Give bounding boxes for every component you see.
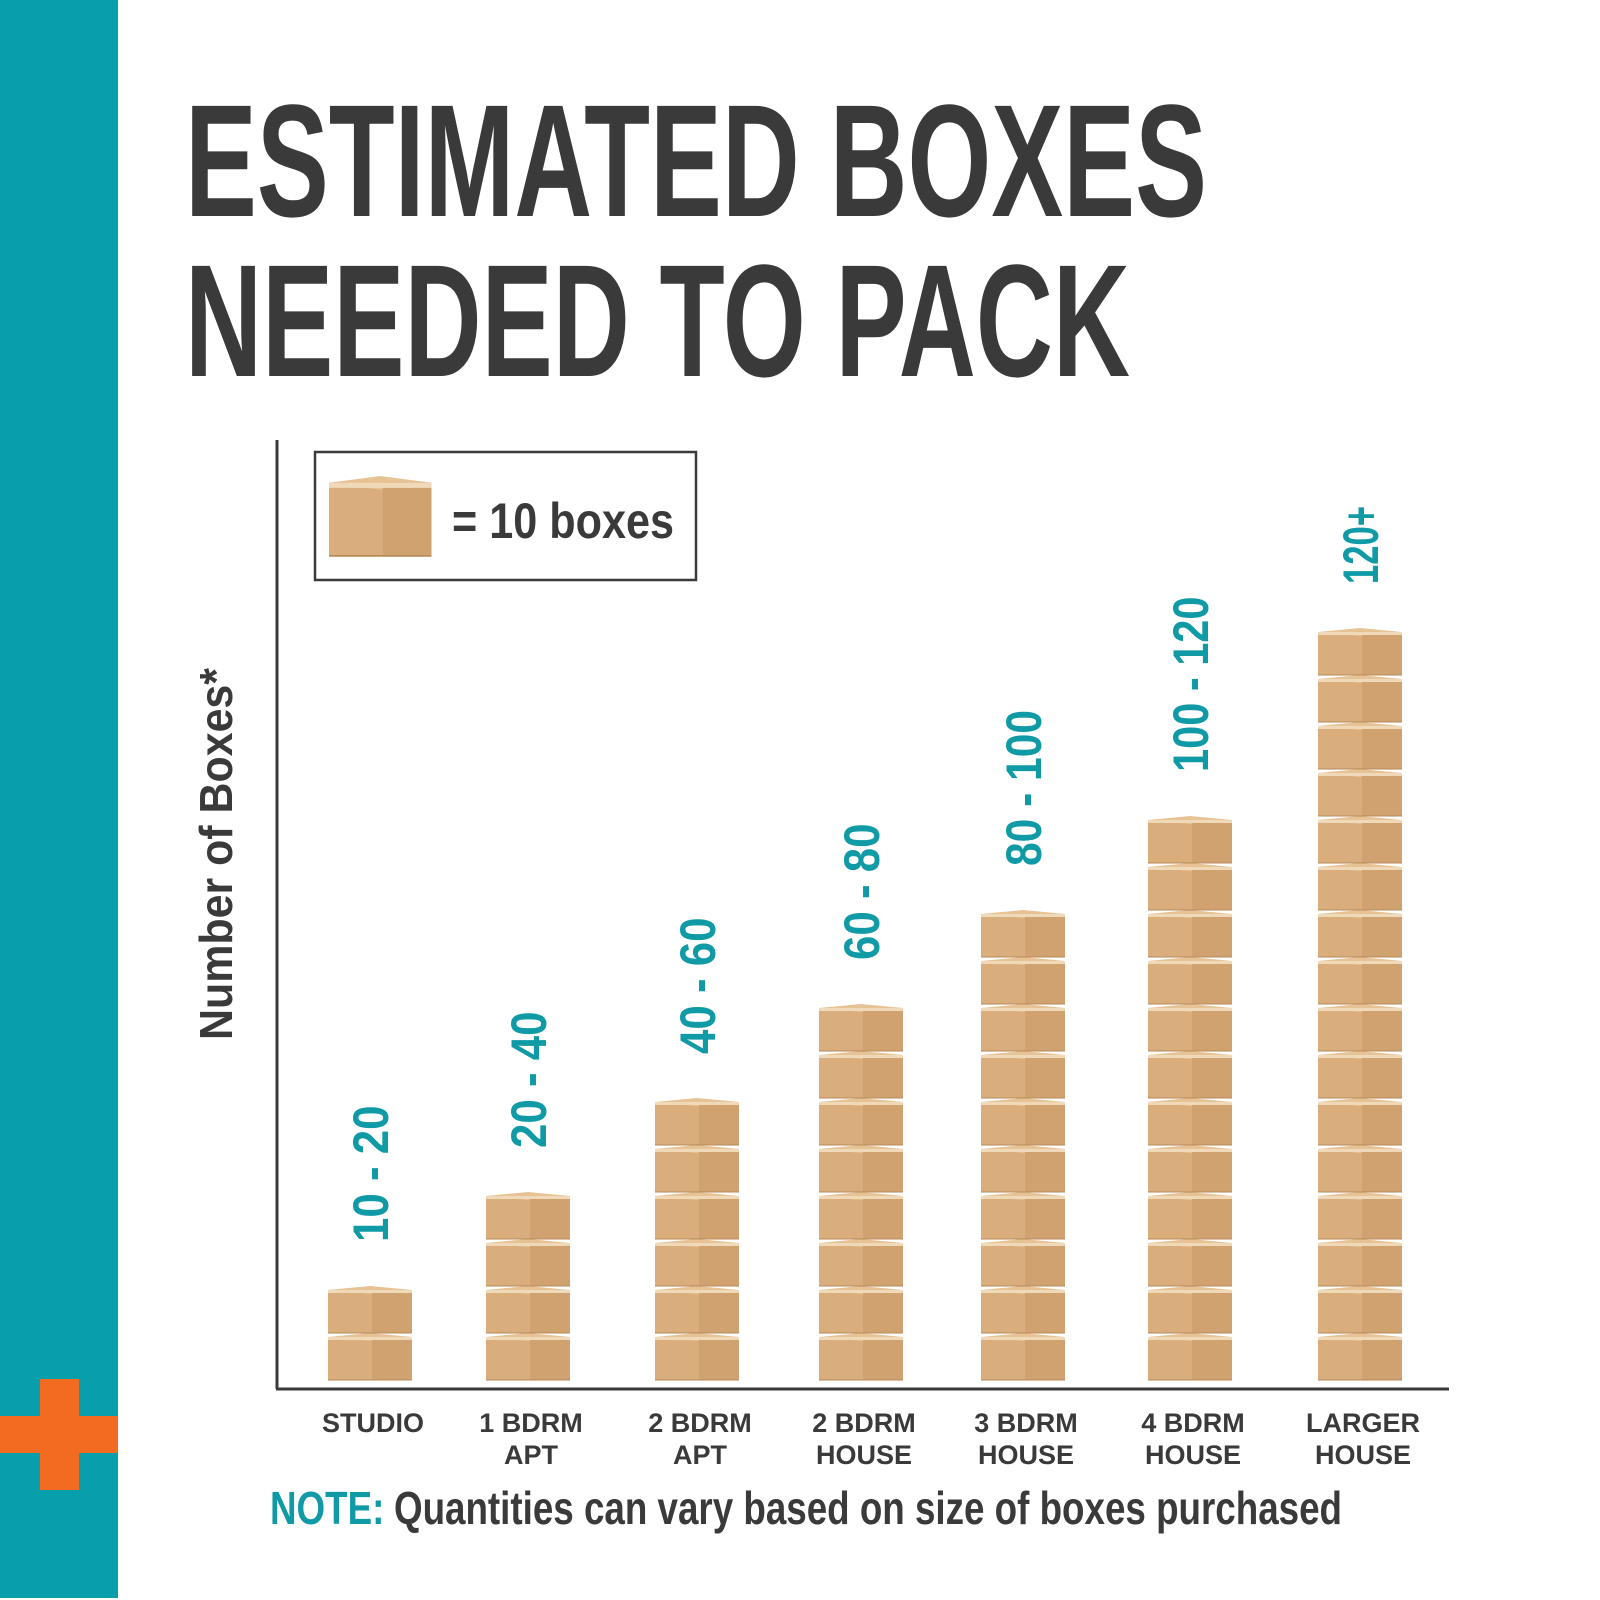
legend-frame [313,450,698,582]
range-label: 10 - 20 [343,1106,399,1243]
box-icon [654,1097,740,1146]
title-line-2: NEEDED TO PACK [185,231,1130,410]
category-label: STUDIO [322,1408,424,1438]
range-label: 120+ [1333,506,1389,584]
box-icon [654,1238,740,1287]
box-icon [1317,1238,1403,1287]
box-icon [485,1191,571,1240]
box-icon [980,1238,1066,1287]
category-label: LARGER [1306,1408,1420,1438]
box-icon [485,1332,571,1381]
box-icon [980,1050,1066,1099]
cardboard-box-icon [328,475,433,557]
category-label-line2: APT [673,1440,728,1470]
box-icon [1317,909,1403,958]
category-label: 1 BDRM [479,1408,583,1438]
box-icon [1147,1332,1233,1381]
box-icon [980,1097,1066,1146]
box-icon [1147,1003,1233,1052]
box-icon [1147,1097,1233,1146]
category-label: 3 BDRM [974,1408,1078,1438]
range-label: 40 - 60 [670,918,726,1055]
legend-text: = 10 boxes [452,493,674,549]
box-icon [1317,815,1403,864]
box-icon [818,1238,904,1287]
note-text: Quantities can vary based on size of box… [394,1482,1342,1534]
box-icon [818,1003,904,1052]
range-label: 80 - 100 [996,710,1052,866]
sidebar-stripe [0,0,118,1598]
range-label: 20 - 40 [501,1012,557,1149]
box-icon [818,1332,904,1381]
box-icon [1317,1097,1403,1146]
box-icon [980,909,1066,958]
box-icon [1317,627,1403,676]
category-label-line2: HOUSE [1315,1440,1411,1470]
box-icon [327,1332,413,1381]
bar-stack [1147,815,1233,1381]
box-icon [1147,815,1233,864]
note-prefix: NOTE: [270,1482,384,1534]
box-icon [1147,1050,1233,1099]
box-icon [1147,956,1233,1005]
box-icon [1317,1003,1403,1052]
box-icon [1317,1332,1403,1381]
box-icon [980,956,1066,1005]
bar-stack [654,1097,740,1381]
box-icon [1317,674,1403,723]
box-icon [1147,1144,1233,1193]
box-icon [818,1097,904,1146]
box-icon [1147,909,1233,958]
box-icon [1317,721,1403,770]
box-icon [980,1191,1066,1240]
category-label: 4 BDRM [1141,1408,1245,1438]
bar-stack [485,1191,571,1381]
box-icon [485,1285,571,1334]
box-icon [1317,1144,1403,1193]
box-icon [1147,1191,1233,1240]
box-icon [980,1003,1066,1052]
box-icon [485,1238,571,1287]
bar-stack [1317,627,1403,1381]
note: NOTE:Quantities can vary based on size o… [270,1482,1342,1534]
box-icon [654,1191,740,1240]
box-icon [980,1144,1066,1193]
box-icon [1317,1191,1403,1240]
legend: = 10 boxes [313,450,698,582]
range-label: 60 - 80 [834,824,890,961]
box-icon [980,1332,1066,1381]
category-label: 2 BDRM [812,1408,916,1438]
range-label: 100 - 120 [1163,597,1219,773]
box-icon [654,1332,740,1381]
bar-stack [980,909,1066,1381]
title-line-1: ESTIMATED BOXES [185,71,1207,250]
category-label-line2: HOUSE [816,1440,912,1470]
box-icon [1147,862,1233,911]
bar-stack [818,1003,904,1381]
box-icon [1147,1238,1233,1287]
y-axis-label: Number of Boxes* [190,668,242,1040]
box-icon [1317,1285,1403,1334]
box-icon [1147,1285,1233,1334]
bar-stack [327,1285,413,1381]
box-icon [1317,862,1403,911]
box-icon [654,1285,740,1334]
box-icon [818,1191,904,1240]
box-icon [654,1144,740,1193]
box-icon [1317,1050,1403,1099]
box-icon [327,1285,413,1334]
box-icon [1317,956,1403,1005]
box-icon [818,1050,904,1099]
box-icon [980,1285,1066,1334]
category-label-line2: HOUSE [978,1440,1074,1470]
box-icon [1317,768,1403,817]
category-label-line2: HOUSE [1145,1440,1241,1470]
plus-icon [0,1379,118,1490]
category-label-line2: APT [504,1440,559,1470]
box-icon [818,1144,904,1193]
box-icon [818,1285,904,1334]
category-label: 2 BDRM [648,1408,752,1438]
